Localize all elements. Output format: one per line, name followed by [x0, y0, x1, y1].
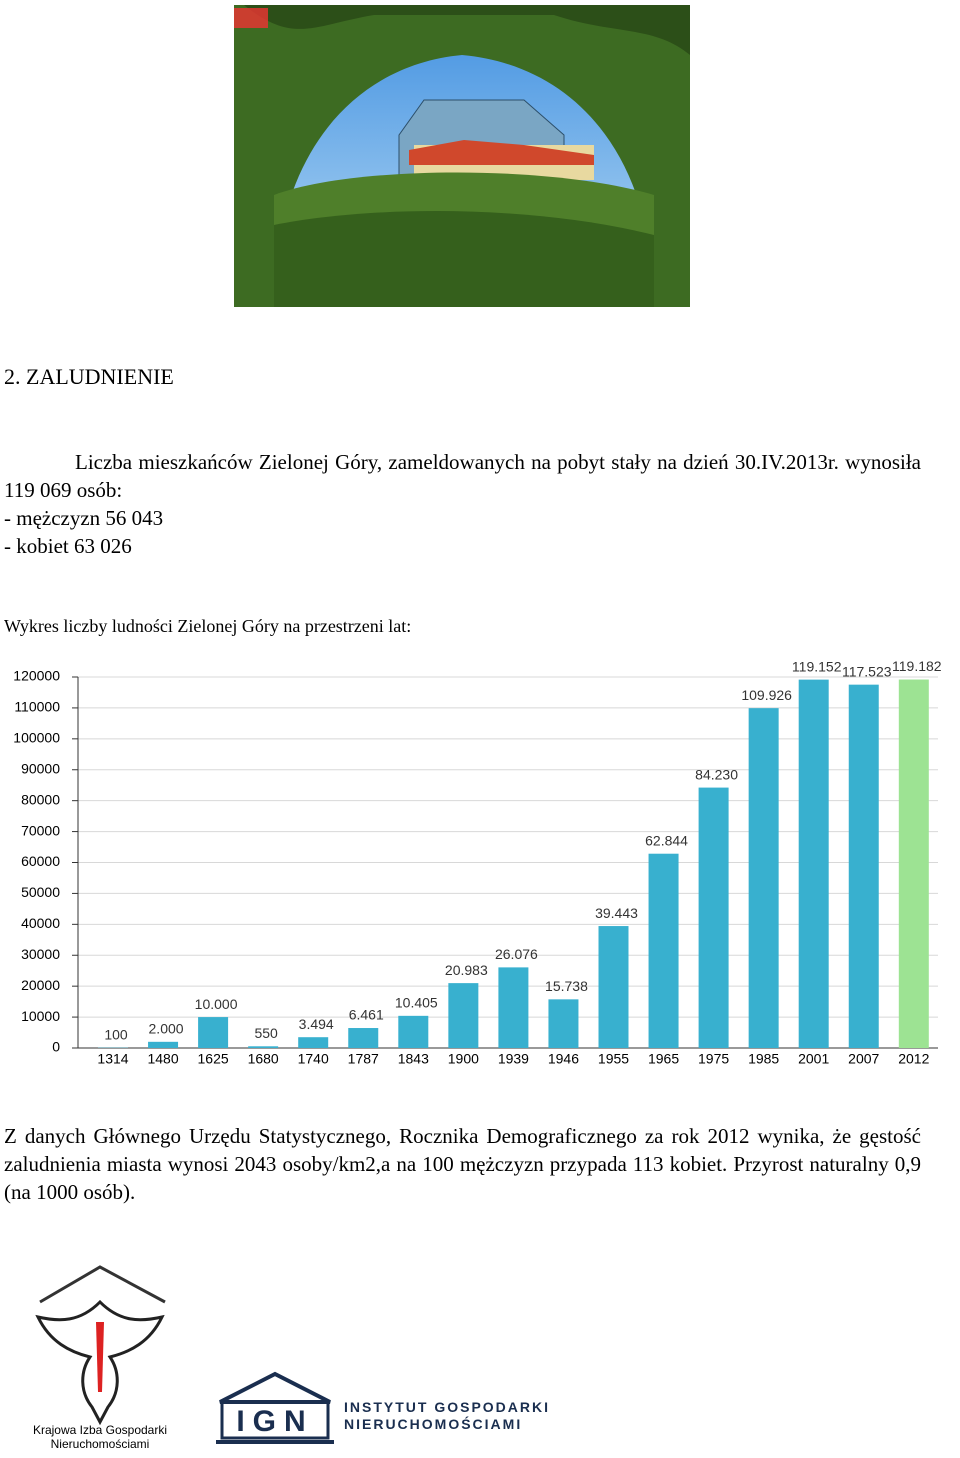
bar	[648, 853, 679, 1048]
x-tick-label: 1965	[648, 1051, 679, 1067]
value-label: 550	[254, 1025, 278, 1041]
footer-paragraph: Z danych Głównego Urzędu Statystycznego,…	[4, 1124, 921, 1204]
logos: Krajowa Izba Gospodarki Nieruchomościami…	[33, 1265, 550, 1451]
bar	[448, 983, 479, 1048]
value-label: 2.000	[149, 1021, 184, 1037]
logo-text: INSTYTUT GOSPODARKI	[344, 1399, 550, 1415]
x-tick-label: 1939	[498, 1051, 529, 1067]
value-label: 6.461	[349, 1007, 384, 1023]
bar	[548, 999, 579, 1048]
x-tick-label: 1946	[548, 1051, 579, 1067]
bar	[798, 679, 829, 1048]
value-label: 84.230	[695, 766, 738, 782]
x-tick-label: 1314	[97, 1051, 128, 1067]
section-title: 2. ZALUDNIENIE	[4, 364, 174, 389]
value-label: 20.983	[445, 962, 488, 978]
x-tick-label: 2012	[898, 1051, 929, 1067]
x-tick-label: 1740	[298, 1051, 329, 1067]
list-item: - mężczyzn 56 043	[4, 506, 164, 530]
value-label: 3.494	[299, 1016, 334, 1032]
y-tick-label: 120000	[13, 668, 60, 684]
y-tick-label: 10000	[21, 1008, 60, 1024]
y-tick-label: 40000	[21, 915, 60, 931]
y-tick-label: 30000	[21, 946, 60, 962]
value-label: 26.076	[495, 946, 538, 962]
bar	[148, 1041, 179, 1048]
bar	[298, 1037, 329, 1048]
x-tick-label: 2001	[798, 1051, 829, 1067]
y-tick-label: 70000	[21, 822, 60, 838]
value-label: 15.738	[545, 978, 588, 994]
x-tick-label: 1680	[248, 1051, 279, 1067]
bar	[748, 708, 779, 1048]
photo	[234, 5, 690, 307]
value-label: 119.152	[792, 658, 842, 674]
logo-text: Krajowa Izba Gospodarki	[33, 1423, 167, 1437]
value-label: 10.000	[195, 996, 238, 1012]
bar	[398, 1015, 429, 1048]
bar	[348, 1028, 379, 1048]
x-tick-label: 1975	[698, 1051, 729, 1067]
value-label: 10.405	[395, 995, 438, 1011]
list-item: - kobiet 63 026	[4, 534, 132, 558]
bar	[848, 684, 879, 1048]
y-tick-label: 100000	[13, 730, 60, 746]
value-label: 39.443	[595, 905, 638, 921]
x-tick-label: 2007	[848, 1051, 879, 1067]
intro-paragraph: Liczba mieszkańców Zielonej Góry, zameld…	[4, 450, 921, 502]
value-label: 62.844	[645, 832, 688, 848]
value-label: 109.926	[741, 687, 792, 703]
bar	[198, 1017, 229, 1048]
value-label: 100	[104, 1026, 128, 1042]
y-tick-label: 0	[52, 1039, 60, 1055]
x-tick-label: 1900	[448, 1051, 479, 1067]
y-tick-label: 80000	[21, 791, 60, 807]
value-label: 119.182	[892, 658, 942, 674]
x-tick-label: 1955	[598, 1051, 629, 1067]
bar	[248, 1046, 279, 1048]
chart: 0 10000 20000 30000 40000 50000 60000 70000 8000…	[13, 658, 942, 1067]
y-tick-label: 90000	[21, 760, 60, 776]
logo-mark: IGN	[236, 1405, 313, 1438]
value-label: 117.523	[842, 663, 892, 679]
y-tick-label: 20000	[21, 977, 60, 993]
logo-text: Nieruchomościami	[51, 1437, 150, 1451]
y-tick-label: 110000	[14, 699, 60, 715]
y-tick-label: 60000	[21, 853, 60, 869]
x-tick-label: 1985	[748, 1051, 779, 1067]
x-tick-label: 1787	[348, 1051, 379, 1067]
y-tick-label: 50000	[21, 884, 60, 900]
bar	[698, 787, 729, 1048]
logo-text: NIERUCHOMOŚCIAMI	[344, 1415, 522, 1432]
x-tick-label: 1480	[147, 1051, 178, 1067]
x-tick-label: 1625	[198, 1051, 229, 1067]
bar	[598, 926, 629, 1048]
chart-caption: Wykres liczby ludności Zielonej Góry na …	[4, 616, 412, 636]
x-tick-label: 1843	[398, 1051, 429, 1067]
bar	[898, 679, 929, 1048]
bar	[498, 967, 529, 1048]
